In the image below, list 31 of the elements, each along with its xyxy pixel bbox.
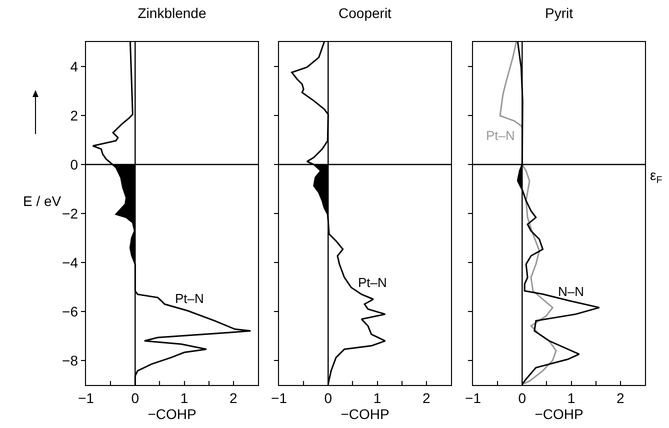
y-tick-label: −6: [62, 303, 78, 320]
series-label: N–N: [558, 284, 584, 299]
x-tick-label: −1: [78, 390, 94, 406]
x-tick-label: 2: [422, 390, 431, 406]
y-tick-label: −2: [62, 205, 78, 222]
x-tick-label: 0: [518, 390, 526, 406]
ref-line-label: ε$_{F}$: [650, 167, 662, 186]
series-label: Pt–N: [175, 291, 204, 306]
x-tick-label: 2: [230, 390, 238, 406]
x-axis-title: −COHP: [340, 406, 390, 422]
x-tick-label: 2: [616, 390, 625, 406]
x-axis-title: −COHP: [148, 406, 196, 422]
x-tick-label: 1: [373, 390, 382, 406]
x-tick-label: −1: [465, 390, 482, 406]
y-tick-label: 2: [70, 107, 78, 124]
y-axis-title: E / eV: [23, 193, 62, 209]
y-tick-label: −4: [62, 254, 78, 270]
chart-title: Cooperit: [338, 4, 392, 21]
y-tick-label: 4: [70, 58, 78, 74]
x-axis-title: −COHP: [534, 406, 584, 422]
y-tick-label: 0: [70, 156, 78, 172]
chart-title: Zinkblende: [138, 4, 206, 21]
y-tick-label: −8: [62, 352, 78, 368]
x-tick-label: 1: [180, 390, 188, 406]
x-tick-label: 1: [567, 390, 576, 406]
series-label: Pt–N: [358, 275, 387, 290]
x-tick-label: −1: [271, 390, 288, 406]
series-label: Pt–N: [486, 128, 515, 143]
x-tick-label: 0: [324, 390, 332, 406]
x-tick-label: 0: [131, 390, 140, 406]
chart-title: Pyrit: [545, 4, 574, 21]
